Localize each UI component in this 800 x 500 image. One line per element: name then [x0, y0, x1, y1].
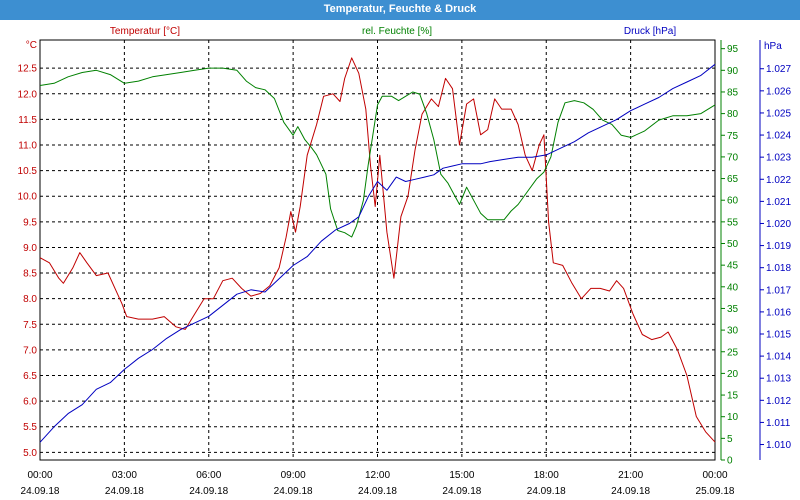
x-tick-date: 24.09.18 — [189, 486, 228, 497]
humidity-tick: 95 — [727, 44, 739, 55]
pressure-tick: 1.014 — [766, 352, 791, 363]
pressure-tick: 1.022 — [766, 175, 791, 186]
temperature-tick: 6.5 — [23, 371, 37, 382]
x-tick-time: 03:00 — [112, 470, 137, 481]
temperature-tick: 5.5 — [23, 422, 37, 433]
x-tick-time: 12:00 — [365, 470, 390, 481]
humidity-tick: 30 — [727, 326, 739, 337]
x-tick-date: 24.09.18 — [527, 486, 566, 497]
temperature-tick: 11.5 — [18, 115, 37, 126]
pressure-tick: 1.010 — [766, 440, 791, 451]
humidity-tick: 5 — [727, 434, 733, 445]
x-tick-date: 25.09.18 — [696, 486, 735, 497]
temperature-unit: °C — [26, 40, 37, 51]
temperature-tick: 6.0 — [23, 397, 37, 408]
temperature-tick: 8.5 — [23, 269, 37, 280]
humidity-tick: 20 — [727, 369, 739, 380]
x-tick-time: 21:00 — [618, 470, 643, 481]
humidity-tick: 15 — [727, 391, 739, 402]
temperature-tick: 7.0 — [23, 345, 37, 356]
pressure-line — [39, 63, 716, 443]
weather-chart: 5.0 5.5 6.0 6.5 7.0 7.5 8.0 8.5 9.0 9.5 10.0 10.5 11… — [18, 26, 792, 497]
temperature-line — [39, 57, 716, 443]
temperature-tick: 9.5 — [23, 217, 37, 228]
humidity-tick: 85 — [727, 87, 739, 98]
humidity-tick: 65 — [727, 174, 739, 185]
x-tick-date: 24.09.18 — [611, 486, 650, 497]
plot-frame — [39, 39, 716, 461]
x-tick-time: 00:00 — [702, 470, 727, 481]
pressure-tick: 1.025 — [766, 108, 791, 119]
pressure-tick: 1.016 — [766, 307, 791, 318]
humidity-tick: 80 — [727, 109, 739, 120]
x-tick-time: 09:00 — [281, 470, 306, 481]
x-tick-date: 24.09.18 — [274, 486, 313, 497]
pressure-tick: 1.026 — [766, 86, 791, 97]
pressure-tick: 1.017 — [766, 285, 791, 296]
humidity-tick: 55 — [727, 217, 739, 228]
grid-lines — [40, 40, 715, 460]
humidity-axis: 0 5 10 15 20 25 30 35 40 45 50 55 60 65 70 75 80 85 90 95 — [720, 40, 739, 467]
window-title: Temperatur, Feuchte & Druck — [0, 0, 800, 20]
humidity-tick: 25 — [727, 347, 739, 358]
pressure-tick: 1.027 — [766, 64, 791, 75]
humidity-line — [39, 67, 716, 238]
pressure-tick: 1.013 — [766, 374, 791, 385]
temperature-tick: 12.5 — [18, 64, 38, 75]
humidity-tick: 40 — [727, 282, 739, 293]
pressure-tick: 1.015 — [766, 330, 791, 341]
pressure-unit: hPa — [764, 41, 782, 52]
temperature-axis: 5.0 5.5 6.0 6.5 7.0 7.5 8.0 8.5 9.0 9.5 10.0 10.5 11… — [18, 64, 38, 459]
pressure-legend: Druck [hPa] — [624, 26, 676, 37]
x-tick-time: 15:00 — [449, 470, 474, 481]
pressure-tick: 1.018 — [766, 263, 791, 274]
time-axis: 00:00 24.09.18 03:00 24.09.18 06:00 24.09.18 0… — [21, 470, 735, 497]
humidity-tick: 75 — [727, 131, 739, 142]
pressure-tick: 1.019 — [766, 241, 791, 252]
pressure-tick: 1.012 — [766, 396, 791, 407]
temperature-tick: 7.5 — [23, 320, 37, 331]
humidity-legend: rel. Feuchte [%] — [362, 26, 432, 37]
humidity-tick: 45 — [727, 261, 739, 272]
humidity-tick: 50 — [727, 239, 739, 250]
humidity-tick: 70 — [727, 152, 739, 163]
x-tick-date: 24.09.18 — [105, 486, 144, 497]
x-tick-date: 24.09.18 — [442, 486, 481, 497]
pressure-axis: 1.010 1.011 1.012 1.013 1.014 1.015 1.016 1.017… — [759, 40, 791, 460]
series-layer — [39, 57, 716, 443]
pressure-tick: 1.020 — [766, 219, 791, 230]
humidity-tick: 60 — [727, 196, 739, 207]
x-tick-time: 06:00 — [196, 470, 221, 481]
temperature-tick: 5.0 — [23, 448, 37, 459]
temperature-tick: 8.0 — [23, 294, 37, 305]
pressure-tick: 1.024 — [766, 131, 791, 142]
pressure-tick: 1.011 — [766, 418, 791, 429]
x-tick-time: 18:00 — [534, 470, 559, 481]
humidity-tick: 35 — [727, 304, 739, 315]
temperature-tick: 12.0 — [18, 89, 38, 100]
x-tick-date: 24.09.18 — [21, 486, 60, 497]
humidity-tick: 90 — [727, 66, 739, 77]
temperature-legend: Temperatur [°C] — [110, 26, 180, 37]
humidity-tick: 10 — [727, 412, 739, 423]
temperature-tick: 10.5 — [18, 166, 38, 177]
temperature-tick: 10.0 — [18, 192, 38, 203]
pressure-tick: 1.021 — [766, 197, 791, 208]
humidity-tick: 0 — [727, 456, 733, 467]
x-tick-date: 24.09.18 — [358, 486, 397, 497]
pressure-tick: 1.023 — [766, 153, 791, 164]
temperature-tick: 11.0 — [18, 141, 37, 152]
x-tick-time: 00:00 — [27, 470, 52, 481]
temperature-tick: 9.0 — [23, 243, 37, 254]
